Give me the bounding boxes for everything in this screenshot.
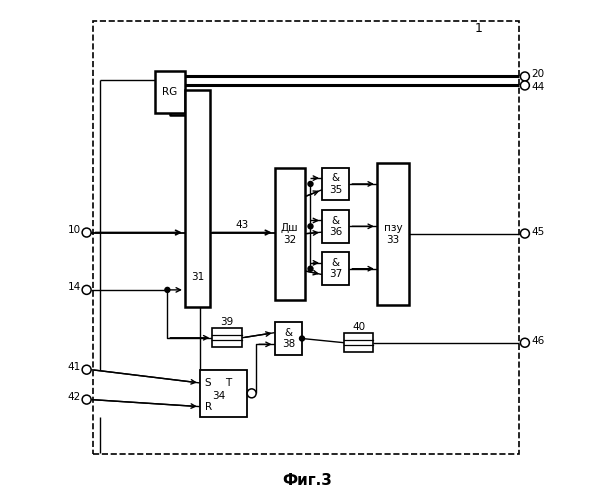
Text: S: S <box>205 378 211 388</box>
Text: 10: 10 <box>68 225 80 235</box>
Text: 45: 45 <box>531 226 545 236</box>
Text: 39: 39 <box>220 318 234 328</box>
Text: RG: RG <box>162 86 177 97</box>
Bar <box>93 20 519 454</box>
Circle shape <box>308 224 313 229</box>
Bar <box>274 322 302 354</box>
Text: 31: 31 <box>191 272 204 282</box>
Circle shape <box>521 72 529 81</box>
Circle shape <box>82 286 91 294</box>
Circle shape <box>165 288 170 292</box>
Circle shape <box>308 266 313 271</box>
Text: &
37: & 37 <box>329 258 342 280</box>
Circle shape <box>82 365 91 374</box>
Text: &
38: & 38 <box>282 328 295 349</box>
Circle shape <box>521 338 529 347</box>
Text: 46: 46 <box>531 336 545 345</box>
Circle shape <box>300 336 305 341</box>
Text: 42: 42 <box>68 392 80 402</box>
Bar <box>322 252 349 285</box>
Text: Фиг.3: Фиг.3 <box>282 473 332 488</box>
Circle shape <box>521 81 529 90</box>
Circle shape <box>82 395 91 404</box>
Bar <box>200 370 247 417</box>
Bar <box>377 162 409 305</box>
Bar <box>322 168 349 200</box>
Text: &
35: & 35 <box>329 173 342 195</box>
Text: пзу
33: пзу 33 <box>384 223 402 244</box>
Text: 20: 20 <box>531 70 545 80</box>
Circle shape <box>82 228 91 237</box>
Text: Дш
32: Дш 32 <box>281 223 298 244</box>
Bar <box>344 334 373 352</box>
Text: 34: 34 <box>212 390 225 400</box>
Circle shape <box>247 389 256 398</box>
Text: 41: 41 <box>68 362 80 372</box>
Bar <box>322 210 349 242</box>
Bar <box>274 168 305 300</box>
Text: T: T <box>225 378 231 388</box>
Circle shape <box>521 229 529 238</box>
Text: &
36: & 36 <box>329 216 342 237</box>
Text: 43: 43 <box>236 220 249 230</box>
Bar <box>185 90 210 308</box>
Text: R: R <box>205 402 212 411</box>
Bar <box>212 328 242 347</box>
Text: 14: 14 <box>68 282 80 292</box>
Text: 40: 40 <box>352 322 365 332</box>
Text: 44: 44 <box>531 82 545 92</box>
Circle shape <box>308 182 313 186</box>
Text: 1: 1 <box>475 22 483 35</box>
Bar <box>155 70 185 113</box>
